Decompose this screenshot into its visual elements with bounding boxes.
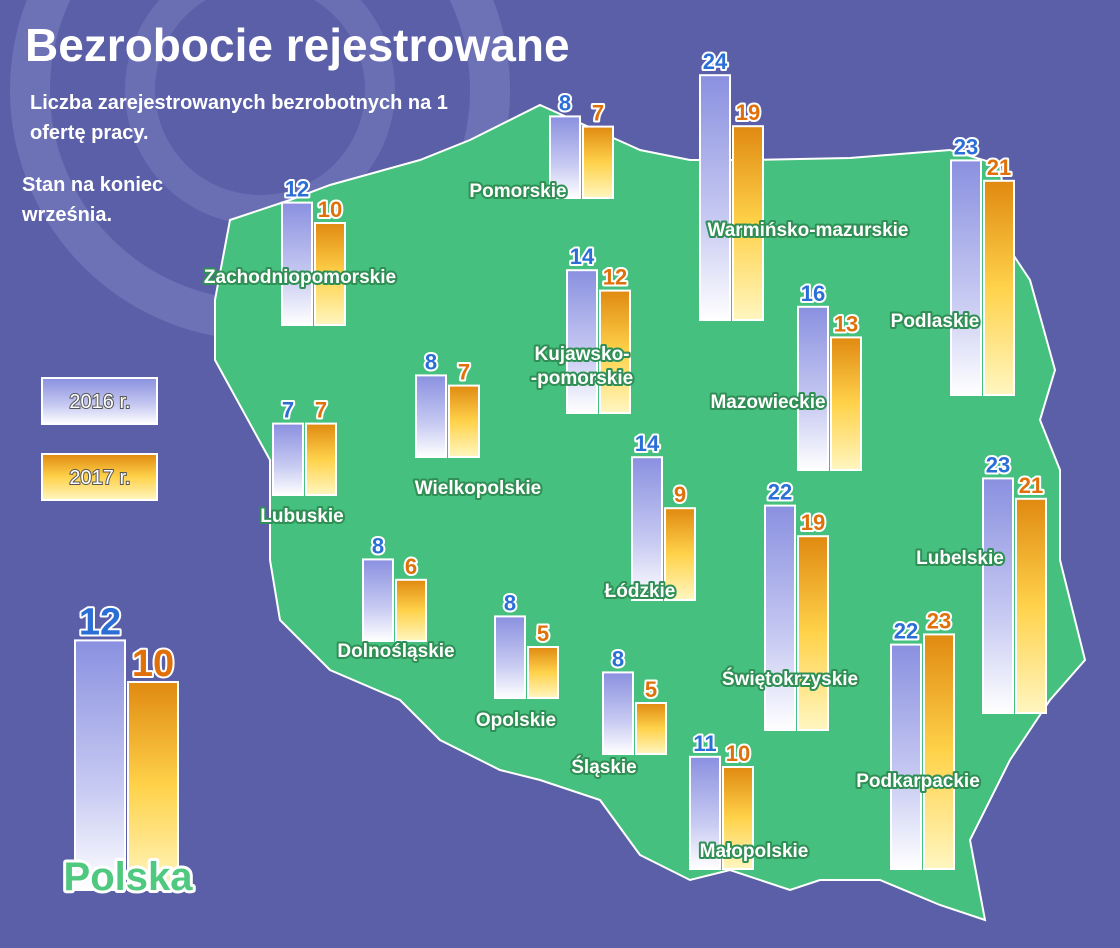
value-label: 10 <box>132 643 174 685</box>
value-label: 21 <box>987 155 1011 180</box>
region-label: Kujawsko--pomorskie <box>531 344 633 389</box>
region-label: Opolskie <box>476 710 556 731</box>
bar <box>797 305 829 471</box>
legend-label: 2016 r. <box>69 391 130 413</box>
value-label: 9 <box>674 482 686 507</box>
value-label: 12 <box>79 601 121 643</box>
title: Bezrobocie rejestrowane <box>25 19 570 71</box>
value-label: 19 <box>736 100 760 125</box>
legend-label: 2017 r. <box>69 467 130 489</box>
value-label: 23 <box>986 452 1010 477</box>
bar <box>830 336 862 471</box>
value-label: 23 <box>927 608 951 633</box>
region-label: Mazowieckie <box>710 392 825 413</box>
bar <box>566 269 598 415</box>
region-label: Lubelskie <box>916 548 1004 569</box>
bar <box>797 535 829 732</box>
region-label: Wielkopolskie <box>415 478 542 499</box>
bar <box>664 507 696 602</box>
bar <box>281 201 313 327</box>
region-label: Podkarpackie <box>856 771 980 792</box>
value-label: 7 <box>282 398 294 423</box>
region-label: Lubuskie <box>260 506 343 527</box>
bar <box>890 643 922 870</box>
value-label: 14 <box>635 431 660 456</box>
value-label: 22 <box>768 480 792 505</box>
value-label: 14 <box>570 244 595 269</box>
subtitle: Liczba zarejestrowanych bezrobotnych na … <box>30 92 448 144</box>
bar <box>549 115 581 199</box>
bar <box>1015 497 1047 714</box>
value-label: 8 <box>559 90 571 115</box>
value-label: 8 <box>425 349 437 374</box>
value-label: 24 <box>703 49 728 74</box>
bar <box>494 615 526 700</box>
value-label: 12 <box>603 265 627 290</box>
value-label: 5 <box>645 677 657 702</box>
bar <box>272 422 304 497</box>
region-label: Świętokrzyskie <box>722 668 858 690</box>
value-label: 8 <box>504 590 516 615</box>
value-label: 7 <box>592 101 604 126</box>
bar <box>582 125 614 199</box>
legend-swatch <box>41 377 158 425</box>
value-label: 19 <box>801 510 825 535</box>
bar <box>599 289 631 415</box>
total-label: Polska <box>64 855 194 899</box>
bar <box>635 702 667 755</box>
bar <box>699 74 731 321</box>
bar <box>415 374 447 458</box>
bar <box>527 646 559 699</box>
value-label: 10 <box>318 197 342 222</box>
value-label: 8 <box>372 533 384 558</box>
value-label: 12 <box>285 177 309 202</box>
bar <box>689 755 721 870</box>
bar <box>950 159 982 396</box>
value-label: 22 <box>894 619 918 644</box>
bar <box>982 477 1014 714</box>
bar <box>362 558 394 643</box>
value-label: 6 <box>405 554 417 579</box>
region-label: Dolnośląskie <box>337 641 454 662</box>
value-label: 23 <box>954 134 978 159</box>
region-label: Zachodniopomorskie <box>204 267 396 288</box>
value-label: 7 <box>458 360 470 385</box>
region-label: Warmińsko-mazurskie <box>708 220 909 241</box>
value-label: 7 <box>315 398 327 423</box>
value-label: 10 <box>726 741 750 766</box>
value-label: 13 <box>834 311 858 336</box>
value-label: 11 <box>693 731 716 756</box>
bar <box>722 766 754 870</box>
bar <box>602 671 634 756</box>
value-label: 21 <box>1019 473 1043 498</box>
bar <box>314 222 346 326</box>
bar <box>74 639 126 892</box>
bar <box>305 422 337 497</box>
value-label: 16 <box>801 281 825 306</box>
value-label: 5 <box>537 621 549 646</box>
bar <box>631 456 663 602</box>
bar <box>395 578 427 642</box>
bar <box>764 504 796 731</box>
bar <box>732 125 764 321</box>
note: Stan na koniec września. <box>22 174 164 226</box>
bar <box>983 179 1015 396</box>
bar <box>127 681 179 891</box>
region-label: Podlaskie <box>891 311 980 332</box>
region-label: Małopolskie <box>700 841 809 862</box>
legend-swatch <box>41 453 158 501</box>
region-label: Łódzkie <box>605 581 676 602</box>
bar <box>448 384 480 459</box>
region-label: Śląskie <box>571 756 637 778</box>
bar <box>923 633 955 871</box>
value-label: 8 <box>612 646 624 671</box>
region-label: Pomorskie <box>469 181 566 202</box>
